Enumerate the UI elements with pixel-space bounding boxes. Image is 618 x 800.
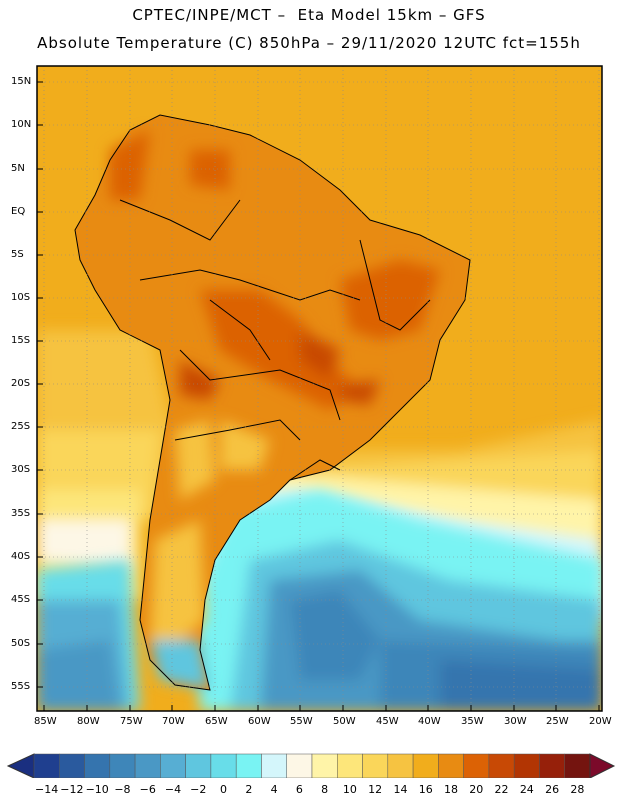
colorbar-label: 8 bbox=[321, 783, 329, 796]
lat-label: 15S bbox=[11, 335, 31, 346]
lat-label: 40S bbox=[11, 551, 31, 562]
lat-label: 20S bbox=[11, 378, 31, 389]
colorbar-label: 16 bbox=[418, 783, 433, 796]
colorbar-label: 0 bbox=[220, 783, 228, 796]
lon-label: 30W bbox=[504, 716, 527, 727]
colorbar-swatch bbox=[84, 753, 111, 778]
colorbar-label: 28 bbox=[570, 783, 585, 796]
lat-label: 50S bbox=[11, 638, 31, 649]
axis-ticks bbox=[37, 81, 600, 711]
colorbar-label: −10 bbox=[85, 783, 109, 796]
colorbar-label: 18 bbox=[444, 783, 458, 796]
colorbar-label: −2 bbox=[190, 783, 207, 796]
colorbar-under-arrow bbox=[6, 753, 35, 778]
colorbar-label: 10 bbox=[342, 783, 357, 796]
lon-label: 25W bbox=[546, 716, 569, 727]
colorbar-swatch bbox=[160, 753, 186, 778]
lat-label: 30S bbox=[11, 464, 31, 475]
lon-label: 45W bbox=[376, 716, 399, 727]
colorbar-label: −14 bbox=[35, 783, 59, 796]
title-line-2: Absolute Temperature (C) 850hPa – 29/11/… bbox=[37, 34, 581, 52]
lat-label: 25S bbox=[11, 421, 31, 432]
colorbar-swatch bbox=[337, 753, 363, 778]
colorbar-swatch bbox=[235, 753, 262, 778]
lon-label: 85W bbox=[34, 716, 57, 727]
map-frame bbox=[36, 65, 603, 712]
colorbar-swatch bbox=[286, 753, 313, 778]
colorbar-label: 26 bbox=[545, 783, 560, 796]
lat-label: 55S bbox=[11, 681, 31, 692]
colorbar-label: −4 bbox=[164, 783, 182, 796]
title-line-1: CPTEC/INPE/MCT – Eta Model 15km – GFS bbox=[132, 6, 486, 24]
colorbar-swatch bbox=[109, 753, 136, 778]
lat-label: 35S bbox=[11, 508, 31, 519]
lon-label: 35W bbox=[461, 716, 484, 727]
lon-label: 80W bbox=[77, 716, 100, 727]
colorbar-label: 22 bbox=[494, 783, 509, 796]
colorbar-swatch bbox=[438, 753, 464, 778]
lat-label: 10N bbox=[11, 119, 32, 130]
colorbar-over-arrow bbox=[589, 753, 616, 778]
colorbar-label: −6 bbox=[139, 783, 156, 796]
temperature-field bbox=[37, 66, 602, 711]
colorbar-label: 12 bbox=[368, 783, 383, 796]
colorbar-swatch bbox=[387, 753, 414, 778]
colorbar-label: 24 bbox=[519, 783, 534, 796]
colorbar-swatch bbox=[261, 753, 287, 778]
colorbar-swatch bbox=[33, 753, 60, 778]
colorbar-label: 2 bbox=[245, 783, 253, 796]
colorbar-swatch bbox=[185, 753, 212, 778]
lon-label: 75W bbox=[120, 716, 143, 727]
colorbar-swatch bbox=[539, 753, 565, 778]
colorbar-label: 6 bbox=[295, 783, 303, 796]
colorbar-label: 4 bbox=[270, 783, 278, 796]
colorbar-swatch bbox=[134, 753, 161, 778]
colorbar-swatch bbox=[513, 753, 540, 778]
lon-label: 60W bbox=[248, 716, 271, 727]
colorbar-swatch bbox=[59, 753, 85, 778]
lat-label: 5N bbox=[11, 163, 25, 174]
colorbar-label: 20 bbox=[469, 783, 484, 796]
colorbar-swatch bbox=[311, 753, 338, 778]
colorbar-swatch bbox=[210, 753, 237, 778]
lat-label: 15N bbox=[11, 76, 32, 87]
colorbar bbox=[6, 753, 616, 778]
colorbar-label: −8 bbox=[114, 783, 131, 796]
colorbar-swatch bbox=[488, 753, 515, 778]
lat-label: 5S bbox=[11, 249, 24, 260]
lon-label: 40W bbox=[418, 716, 441, 727]
colorbar-swatch bbox=[564, 753, 591, 778]
lat-label: 45S bbox=[11, 594, 31, 605]
lon-label: 65W bbox=[205, 716, 228, 727]
country-borders bbox=[74, 114, 471, 691]
lon-label: 20W bbox=[589, 716, 612, 727]
colorbar-swatch bbox=[463, 753, 490, 778]
colorbar-swatch bbox=[412, 753, 439, 778]
colorbar-swatch bbox=[362, 753, 389, 778]
colorbar-label: 14 bbox=[393, 783, 408, 796]
lat-label: 10S bbox=[11, 292, 31, 303]
colorbar-label: −12 bbox=[60, 783, 84, 796]
lon-label: 50W bbox=[333, 716, 356, 727]
lat-label: EQ bbox=[11, 206, 26, 217]
lon-label: 70W bbox=[162, 716, 185, 727]
lon-label: 55W bbox=[290, 716, 313, 727]
